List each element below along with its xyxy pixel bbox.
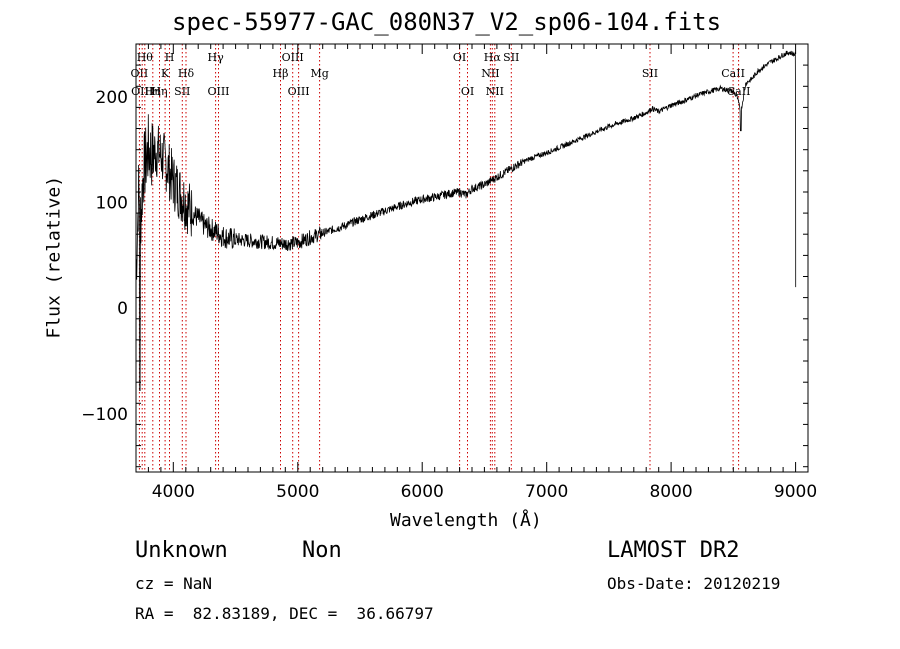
- line-label: K: [161, 67, 170, 80]
- line-label: Hθ: [137, 51, 154, 64]
- spectrum-line: [135, 50, 797, 391]
- line-label: OIII: [288, 85, 310, 98]
- line-label: NII: [486, 85, 504, 98]
- subclass-label: Non: [302, 538, 342, 563]
- class-label: Unknown: [135, 538, 228, 563]
- line-label: CaII: [727, 85, 751, 98]
- line-label: Hη: [145, 85, 161, 98]
- x-tick-label: 6000: [401, 482, 444, 502]
- obs-date-text: Obs-Date: 20120219: [607, 574, 781, 593]
- line-label: SII: [174, 85, 190, 98]
- x-tick-label: 4000: [152, 482, 195, 502]
- line-label: OI: [461, 85, 474, 98]
- line-label: Mg: [310, 67, 328, 80]
- line-label: SII: [642, 67, 658, 80]
- redshift-text: cz = NaN: [135, 574, 213, 593]
- line-label: Hγ: [208, 51, 225, 64]
- coordinates-text: RA = 82.83189, DEC = 36.66797: [135, 604, 434, 623]
- line-label: OII: [131, 67, 149, 80]
- x-tick-label: 7000: [525, 482, 568, 502]
- line-label: CaII: [721, 67, 745, 80]
- x-tick-label: 5000: [276, 482, 319, 502]
- survey-label: LAMOST DR2: [607, 538, 740, 563]
- line-label: OIII: [282, 51, 304, 64]
- line-label: SII: [503, 51, 519, 64]
- line-label: Hβ: [273, 67, 289, 80]
- x-tick-label: 9000: [774, 482, 817, 502]
- y-tick-label: 100: [96, 194, 128, 214]
- line-label: Hη: [151, 85, 167, 98]
- line-label: OIII: [131, 85, 153, 98]
- y-axis-label: Flux (relative): [43, 175, 65, 339]
- line-label: H: [165, 51, 175, 64]
- y-tick-label: 200: [96, 88, 128, 108]
- x-tick-label: 8000: [649, 482, 692, 502]
- line-label: OI: [453, 51, 466, 64]
- x-axis-label: Wavelength (Å): [390, 510, 542, 531]
- line-label: OIII: [207, 85, 229, 98]
- y-tick-label: −100: [81, 405, 128, 425]
- line-label: Hα: [484, 51, 502, 64]
- line-label: NII: [481, 67, 499, 80]
- line-label: Hδ: [178, 67, 195, 80]
- chart-title: spec-55977-GAC_080N37_V2_sp06-104.fits: [172, 8, 722, 36]
- plot-frame: [135, 43, 809, 473]
- y-tick-label: 0: [117, 299, 128, 319]
